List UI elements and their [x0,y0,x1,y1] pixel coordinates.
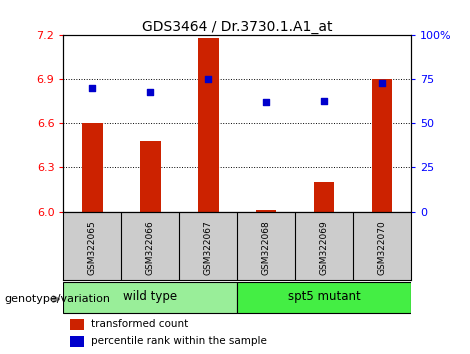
Bar [256,210,276,212]
Text: wild type: wild type [123,290,178,303]
Text: GSM322068: GSM322068 [262,220,271,274]
Bar [70,336,84,347]
Text: GSM322070: GSM322070 [378,220,387,274]
Text: percentile rank within the sample: percentile rank within the sample [91,336,267,346]
Bar [140,141,161,212]
Bar [70,319,84,330]
Bar [237,282,411,314]
Title: GDS3464 / Dr.3730.1.A1_at: GDS3464 / Dr.3730.1.A1_at [142,21,333,34]
Point [378,80,386,86]
Text: genotype/variation: genotype/variation [5,294,111,304]
Bar [198,38,219,212]
Text: GSM322067: GSM322067 [204,220,213,274]
Text: GSM322065: GSM322065 [88,220,97,274]
Point [89,85,96,91]
Text: GSM322069: GSM322069 [320,220,329,274]
Point [263,99,270,105]
Bar [314,182,335,212]
Point [321,98,328,103]
Bar [82,124,102,212]
Text: GSM322066: GSM322066 [146,220,155,274]
Text: spt5 mutant: spt5 mutant [288,290,360,303]
Point [204,76,212,82]
Point [147,89,154,95]
Text: transformed count: transformed count [91,319,188,329]
Bar [372,79,392,212]
Bar [63,282,237,314]
